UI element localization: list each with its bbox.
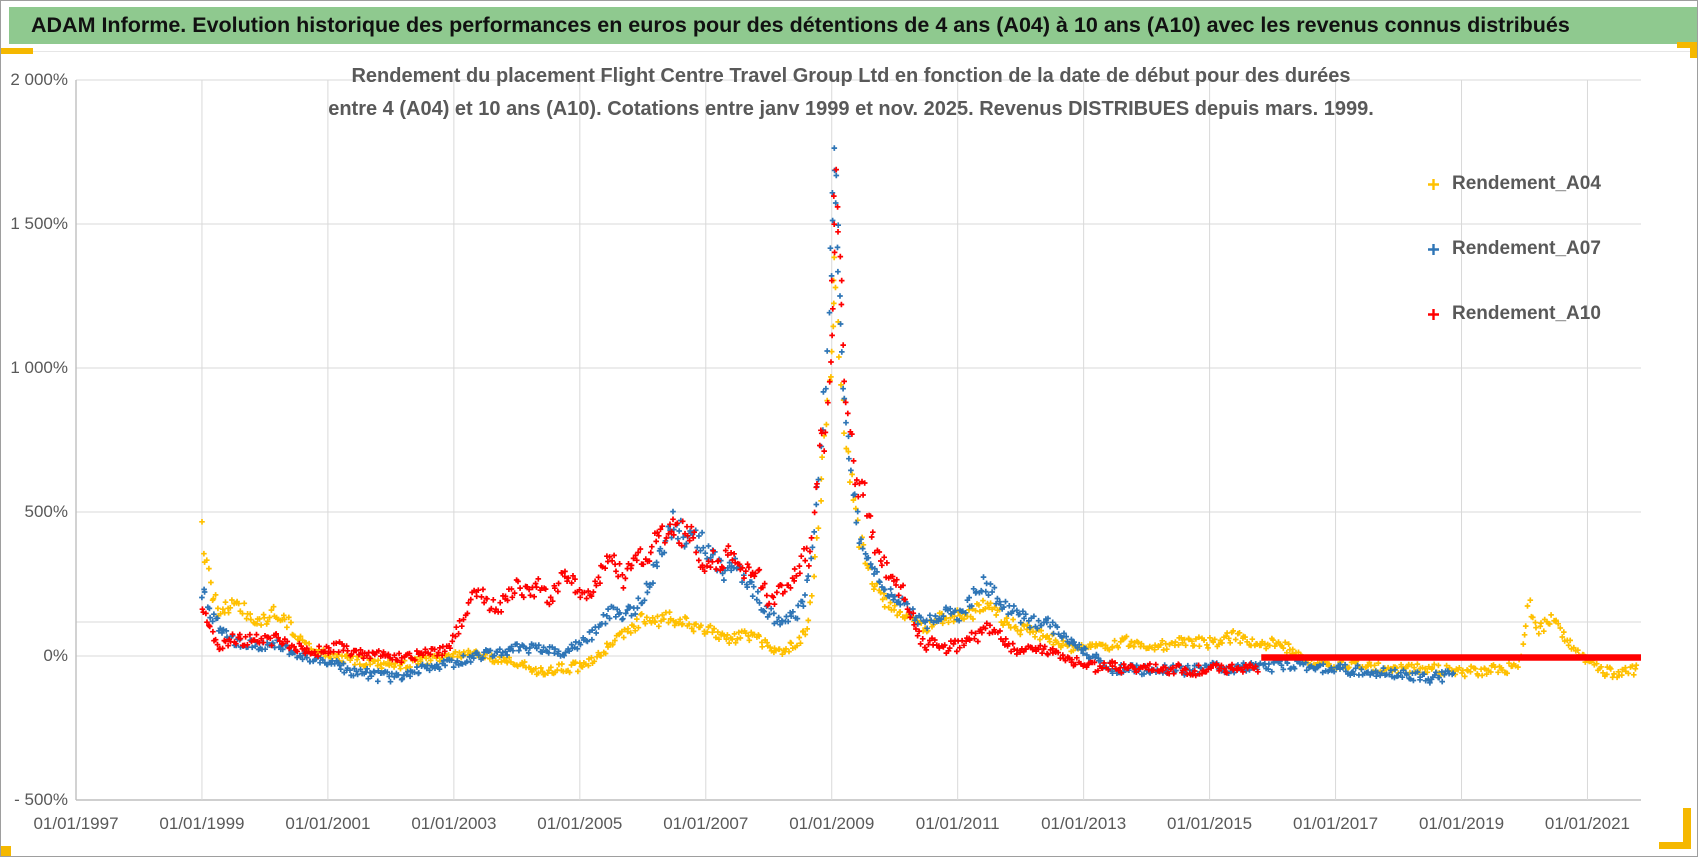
legend-item-a10: Rendement_A10 xyxy=(1427,303,1601,325)
corner-accent-bottom-left xyxy=(1,846,11,856)
y-tick-label: 1 500% xyxy=(10,214,68,233)
y-tick-label: 0% xyxy=(43,646,68,665)
corner-accent-bottom-right-h xyxy=(1659,842,1691,849)
legend-label-a04: Rendement_A04 xyxy=(1452,173,1601,194)
x-tick-label: 01/01/2021 xyxy=(1544,814,1631,833)
plus-marker-icon xyxy=(1428,243,1439,255)
series-Rendement_A07 xyxy=(199,145,1456,686)
series-Rendement_A04 xyxy=(199,254,1640,681)
x-tick-label: 01/01/2003 xyxy=(411,814,497,833)
corner-accent-top-right xyxy=(1677,42,1697,48)
chart-title-line1: Rendement du placement Flight Centre Tra… xyxy=(351,65,1351,87)
x-tick-label: 01/01/2015 xyxy=(1167,814,1253,833)
header-bar: ADAM Informe. Evolution historique des p… xyxy=(9,7,1697,44)
legend-item-a07: Rendement_A07 xyxy=(1427,238,1601,260)
x-tick-label: 01/01/2019 xyxy=(1418,814,1505,833)
series-Rendement_A10 xyxy=(199,166,1261,679)
corner-accent-top-left xyxy=(1,48,33,54)
plus-marker-icon xyxy=(1428,308,1439,320)
x-tick-label: 01/01/1999 xyxy=(159,814,245,833)
plus-marker-icon xyxy=(1428,178,1439,190)
x-tick-label: 01/01/2011 xyxy=(915,814,1000,833)
y-tick-label: - 500% xyxy=(14,790,68,809)
header-divider xyxy=(1,51,1697,52)
corner-accent-bottom-right-v xyxy=(1683,808,1691,849)
x-tick-label: 01/01/2005 xyxy=(537,814,623,833)
x-tick-label: 01/01/2013 xyxy=(1041,814,1127,833)
legend-label-a10: Rendement_A10 xyxy=(1452,303,1601,324)
y-tick-label: 1 000% xyxy=(10,358,68,377)
header-title: ADAM Informe. Evolution historique des p… xyxy=(31,13,1570,37)
y-tick-label: 2 000% xyxy=(10,70,68,89)
legend-item-a04: Rendement_A04 xyxy=(1427,173,1601,195)
x-tick-label: 01/01/2001 xyxy=(285,814,371,833)
y-tick-label: 500% xyxy=(24,502,68,521)
x-tick-label: 01/01/1997 xyxy=(33,814,119,833)
x-tick-label: 01/01/2017 xyxy=(1293,814,1379,833)
x-tick-label: 01/01/2009 xyxy=(789,814,875,833)
chart-title-line2: entre 4 (A04) et 10 ans (A10). Cotations… xyxy=(328,98,1374,120)
legend-label-a07: Rendement_A07 xyxy=(1452,238,1601,259)
x-tick-label: 01/01/2007 xyxy=(663,814,749,833)
corner-accent-top-right-v xyxy=(1690,42,1697,58)
